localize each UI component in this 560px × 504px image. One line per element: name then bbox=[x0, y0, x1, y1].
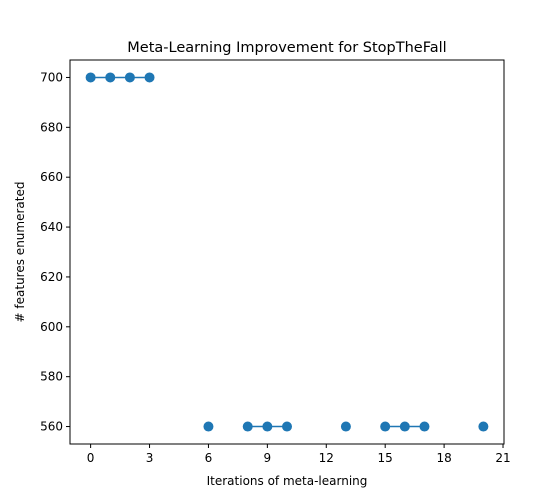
series-layer bbox=[85, 72, 489, 432]
y-tick-label: 600 bbox=[40, 320, 63, 334]
chart-title: Meta-Learning Improvement for StopTheFal… bbox=[127, 40, 446, 56]
x-tick-label: 3 bbox=[146, 451, 154, 465]
data-point bbox=[282, 421, 292, 432]
axis-layer: 0 3 6 9 12 15 18 21 560 580 600 620 640 660 680 700 bbox=[40, 70, 511, 465]
data-point bbox=[85, 72, 96, 83]
data-point bbox=[419, 421, 430, 432]
y-tick-label: 680 bbox=[40, 120, 63, 134]
x-tick-label: 18 bbox=[436, 451, 451, 465]
data-point bbox=[144, 72, 155, 83]
y-tick-label: 580 bbox=[40, 370, 63, 384]
data-point bbox=[340, 421, 351, 432]
y-axis-label: # features enumerated bbox=[13, 182, 27, 323]
y-tick-label: 560 bbox=[40, 420, 63, 434]
x-tick-label: 0 bbox=[87, 451, 95, 465]
data-point bbox=[399, 421, 410, 432]
x-tick-label: 6 bbox=[205, 451, 213, 465]
plot-frame bbox=[69, 59, 505, 445]
data-point bbox=[478, 421, 489, 432]
data-point bbox=[262, 421, 273, 432]
x-tick-label: 9 bbox=[264, 451, 272, 465]
data-point bbox=[105, 72, 116, 83]
plot-area bbox=[70, 60, 504, 444]
y-tick-label: 700 bbox=[40, 70, 63, 84]
x-tick-label: 21 bbox=[495, 451, 510, 465]
data-point bbox=[124, 72, 135, 83]
x-tick-label: 12 bbox=[319, 451, 334, 465]
y-tick-label: 620 bbox=[40, 270, 63, 284]
data-point bbox=[203, 421, 214, 432]
data-point bbox=[380, 421, 391, 432]
data-point bbox=[242, 421, 253, 432]
x-tick-label: 15 bbox=[378, 451, 393, 465]
y-tick-label: 640 bbox=[40, 220, 63, 234]
y-tick-label: 660 bbox=[40, 170, 63, 184]
x-axis-label: Iterations of meta-learning bbox=[207, 474, 368, 488]
